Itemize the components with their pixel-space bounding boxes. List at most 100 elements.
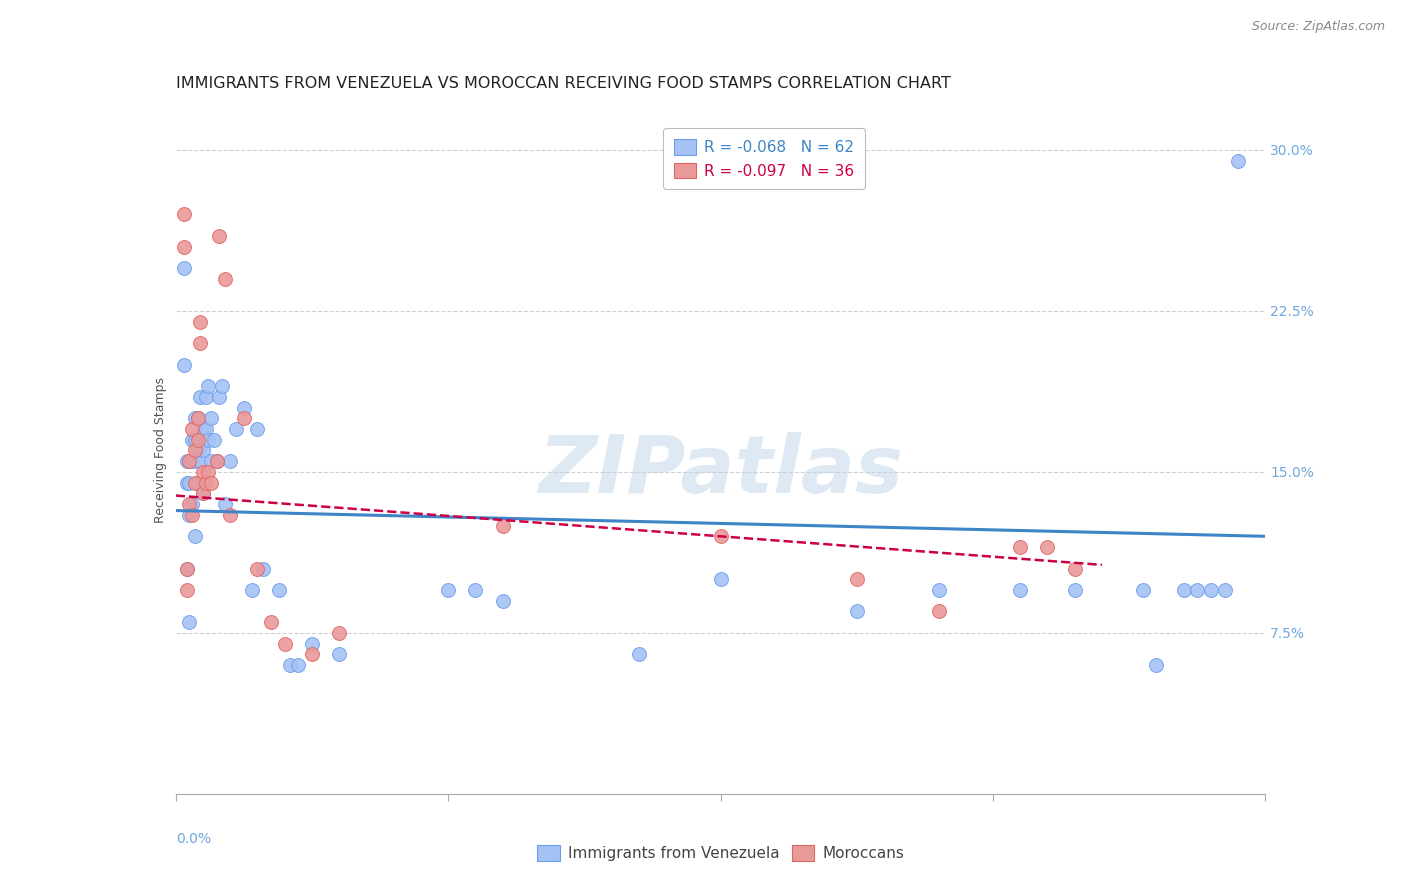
Point	[260, 615, 283, 630]
Point	[191, 486, 214, 500]
Point	[197, 433, 219, 447]
Point	[1010, 582, 1032, 597]
Point	[188, 315, 211, 329]
Point	[225, 422, 247, 436]
Point	[437, 582, 460, 597]
Point	[232, 411, 254, 425]
Point	[181, 454, 204, 468]
Point	[208, 390, 231, 404]
Point	[232, 401, 254, 415]
Legend: Immigrants from Venezuela, Moroccans: Immigrants from Venezuela, Moroccans	[531, 839, 910, 868]
Point	[191, 422, 214, 436]
Point	[252, 561, 274, 575]
Point	[328, 626, 350, 640]
Point	[194, 390, 217, 404]
Point	[181, 433, 204, 447]
Point	[1199, 582, 1222, 597]
Point	[269, 582, 291, 597]
Point	[184, 475, 207, 490]
Point	[219, 508, 242, 522]
Point	[191, 443, 214, 458]
Point	[1010, 540, 1032, 554]
Point	[186, 433, 209, 447]
Point	[211, 379, 233, 393]
Point	[186, 411, 209, 425]
Point	[186, 443, 209, 458]
Point	[179, 475, 201, 490]
Point	[176, 475, 198, 490]
Point	[214, 271, 236, 285]
Point	[188, 336, 211, 351]
Point	[205, 454, 228, 468]
Point	[214, 497, 236, 511]
Point	[191, 465, 214, 479]
Point	[928, 604, 950, 618]
Point	[1144, 658, 1167, 673]
Point	[179, 615, 201, 630]
Point	[184, 454, 207, 468]
Point	[1227, 153, 1250, 168]
Point	[173, 239, 195, 253]
Point	[492, 518, 515, 533]
Point	[176, 454, 198, 468]
Point	[627, 648, 650, 662]
Text: IMMIGRANTS FROM VENEZUELA VS MOROCCAN RECEIVING FOOD STAMPS CORRELATION CHART: IMMIGRANTS FROM VENEZUELA VS MOROCCAN RE…	[176, 76, 950, 91]
Point	[179, 497, 201, 511]
Text: Source: ZipAtlas.com: Source: ZipAtlas.com	[1251, 20, 1385, 33]
Point	[191, 486, 214, 500]
Point	[194, 475, 217, 490]
Point	[188, 390, 211, 404]
Point	[208, 228, 231, 243]
Y-axis label: Receiving Food Stamps: Receiving Food Stamps	[155, 377, 167, 524]
Point	[200, 454, 222, 468]
Point	[278, 658, 301, 673]
Point	[173, 207, 195, 221]
Point	[186, 475, 209, 490]
Point	[186, 411, 209, 425]
Point	[464, 582, 486, 597]
Point	[173, 358, 195, 372]
Point	[219, 454, 242, 468]
Point	[179, 454, 201, 468]
Point	[246, 422, 269, 436]
Point	[845, 604, 868, 618]
Point	[301, 637, 323, 651]
Point	[176, 561, 198, 575]
Point	[176, 561, 198, 575]
Point	[1213, 582, 1236, 597]
Text: ZIPatlas: ZIPatlas	[538, 432, 903, 510]
Text: 0.0%: 0.0%	[176, 831, 211, 846]
Point	[240, 582, 263, 597]
Point	[1187, 582, 1209, 597]
Point	[328, 648, 350, 662]
Point	[184, 433, 207, 447]
Point	[197, 465, 219, 479]
Point	[179, 508, 201, 522]
Point	[1063, 582, 1085, 597]
Point	[181, 422, 204, 436]
Point	[197, 379, 219, 393]
Point	[710, 529, 733, 543]
Point	[1132, 582, 1154, 597]
Point	[710, 572, 733, 586]
Point	[274, 637, 297, 651]
Point	[492, 593, 515, 607]
Point	[181, 508, 204, 522]
Point	[176, 582, 198, 597]
Point	[184, 411, 207, 425]
Point	[184, 529, 207, 543]
Point	[200, 411, 222, 425]
Point	[194, 422, 217, 436]
Point	[184, 443, 207, 458]
Point	[173, 260, 195, 275]
Point	[287, 658, 309, 673]
Point	[1036, 540, 1059, 554]
Point	[845, 572, 868, 586]
Point	[1063, 561, 1085, 575]
Point	[1173, 582, 1195, 597]
Point	[928, 582, 950, 597]
Point	[202, 433, 225, 447]
Point	[246, 561, 269, 575]
Point	[200, 475, 222, 490]
Point	[205, 454, 228, 468]
